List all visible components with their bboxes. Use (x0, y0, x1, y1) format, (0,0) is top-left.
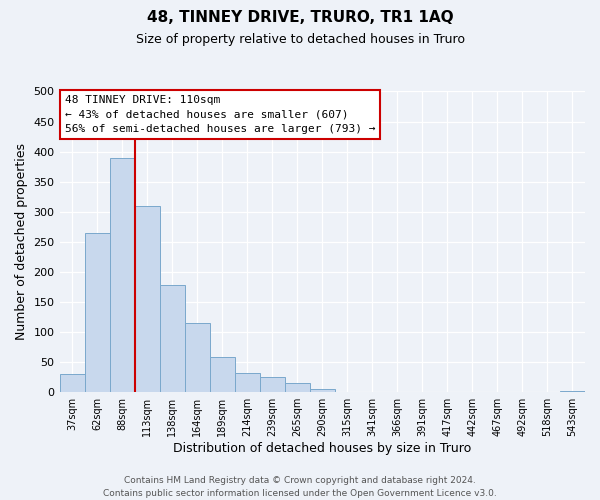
Bar (185, 323, 209, 392)
Bar (160, 285, 185, 392)
Y-axis label: Number of detached properties: Number of detached properties (15, 144, 28, 340)
Bar (134, 206, 160, 392)
Bar (85, 233, 110, 392)
X-axis label: Distribution of detached houses by size in Truro: Distribution of detached houses by size … (173, 442, 472, 455)
Bar (260, 376, 285, 392)
Bar (560, 391, 585, 392)
Bar (209, 358, 235, 392)
Text: Contains HM Land Registry data © Crown copyright and database right 2024.
Contai: Contains HM Land Registry data © Crown c… (103, 476, 497, 498)
Text: 48 TINNEY DRIVE: 110sqm
← 43% of detached houses are smaller (607)
56% of semi-d: 48 TINNEY DRIVE: 110sqm ← 43% of detache… (65, 94, 375, 134)
Bar (59, 374, 85, 392)
Bar (235, 373, 260, 392)
Text: 48, TINNEY DRIVE, TRURO, TR1 1AQ: 48, TINNEY DRIVE, TRURO, TR1 1AQ (146, 10, 454, 25)
Bar (285, 383, 310, 392)
Bar (310, 388, 335, 392)
Text: Size of property relative to detached houses in Truro: Size of property relative to detached ho… (136, 32, 464, 46)
Bar (110, 158, 134, 392)
